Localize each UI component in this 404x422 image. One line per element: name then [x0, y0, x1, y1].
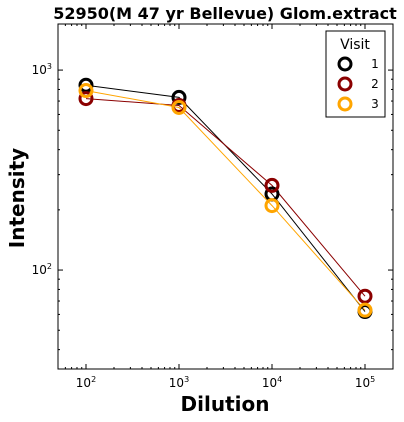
- series-3-point: [171, 99, 187, 115]
- series-1-line: [85, 84, 366, 312]
- x-tick-label: 104: [262, 375, 282, 390]
- x-tick-label: 102: [76, 375, 96, 390]
- plot-area: 102 103 104 105 102 103: [32, 23, 394, 390]
- series-3-point: [264, 198, 280, 214]
- legend-marker-3: [337, 96, 353, 112]
- y-tick-label: 103: [32, 62, 52, 77]
- y-tick-label: 102: [32, 262, 52, 277]
- series-3-point: [357, 302, 373, 318]
- legend-marker-2: [337, 76, 353, 92]
- series-1-point: [171, 89, 187, 105]
- legend-marker-1: [337, 56, 353, 72]
- series-2-point: [264, 177, 280, 193]
- plot-frame: [57, 23, 394, 370]
- legend-label-3: 3: [371, 97, 379, 111]
- series-2-point: [357, 288, 373, 304]
- chart-title: 52950(M 47 yr Bellevue) Glom.extract: [53, 4, 397, 23]
- legend: Visit 1 2 3: [325, 30, 386, 118]
- x-axis-label: Dilution: [181, 392, 270, 416]
- legend-frame: [325, 30, 386, 118]
- x-tick-label: 105: [355, 375, 375, 390]
- x-tick-label: 103: [169, 375, 189, 390]
- series-3-line: [85, 90, 366, 311]
- y-axis-label: Intensity: [5, 148, 29, 248]
- series-2-line: [85, 98, 366, 297]
- legend-label-2: 2: [371, 77, 379, 91]
- series-3-point: [78, 83, 94, 99]
- legend-entries: 1 2 3: [337, 56, 379, 112]
- legend-title: Visit: [340, 37, 370, 53]
- series-2-point: [78, 91, 94, 107]
- legend-label-1: 1: [371, 57, 379, 71]
